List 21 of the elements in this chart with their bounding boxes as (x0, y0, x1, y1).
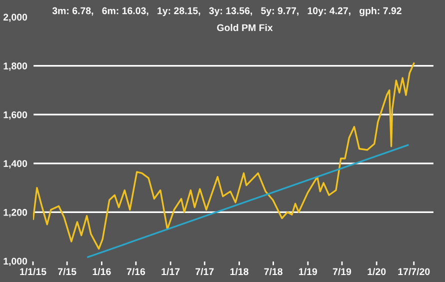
y-tick-label: 1,200 (4, 208, 28, 218)
y-tick-label: 1,800 (4, 62, 28, 71)
x-tick-label: 7/15 (58, 268, 76, 276)
x-tick-label: 17/7/20 (398, 268, 430, 276)
y-tick-label: 2,000 (3, 14, 28, 22)
x-tick-label: 1/1/15 (20, 268, 46, 276)
x-tick-label: 1/17 (162, 268, 180, 276)
x-tick-label: 1/18 (230, 268, 248, 276)
y-tick-label: 1,600 (4, 111, 28, 120)
y-tick-label: 1,400 (4, 160, 28, 168)
x-tick-label: 1/16 (92, 268, 111, 276)
x-tick-label: 7/19 (332, 268, 352, 276)
x-tick-label: 1/19 (299, 268, 318, 276)
text: Gold PM Fix (217, 24, 273, 32)
y-tick-label: 1,000 (4, 258, 28, 266)
x-tick-label: 1/20 (368, 268, 386, 276)
text: 3m: 6.78, 6m: 16.03, 1y: 28.15, 3y: 13.56, 5y: 9.77, 10y: 4.27, gph: 7.92 (52, 7, 402, 16)
line-series (33, 62, 415, 250)
x-tick-label: 7/16 (126, 268, 146, 276)
x-tick-label: 7/18 (264, 268, 282, 276)
x-tick-label: 7/17 (196, 268, 214, 276)
